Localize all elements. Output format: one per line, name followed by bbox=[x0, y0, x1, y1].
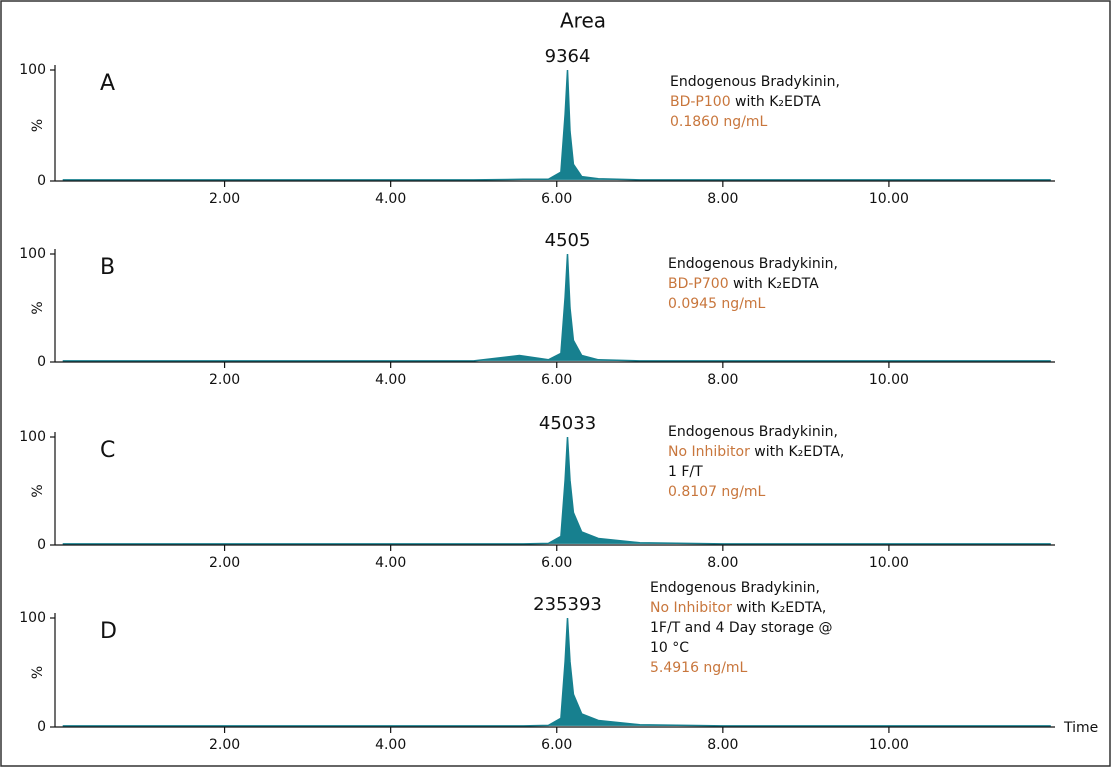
x-tick-label: 4.00 bbox=[375, 372, 406, 388]
y-axis-label: % bbox=[30, 484, 46, 497]
annotation-line: No Inhibitor with K₂EDTA, bbox=[668, 444, 844, 460]
x-tick-label: 2.00 bbox=[209, 737, 240, 753]
annotation-text: Endogenous Bradykinin, bbox=[650, 580, 820, 596]
annotation-line: Endogenous Bradykinin, bbox=[670, 74, 840, 90]
peak-area-label: 9364 bbox=[545, 46, 591, 67]
annotation-text: 0.0945 ng/mL bbox=[668, 296, 766, 312]
y-axis-label: % bbox=[30, 119, 46, 132]
annotation-text: No Inhibitor bbox=[668, 444, 750, 460]
annotation-text: with K₂EDTA, bbox=[732, 600, 827, 616]
y-axis-label: % bbox=[30, 301, 46, 314]
x-tick-label: 2.00 bbox=[209, 372, 240, 388]
panel-label: A bbox=[100, 71, 115, 96]
x-tick-label: 10.00 bbox=[869, 555, 909, 571]
annotation-line: BD-P100 with K₂EDTA bbox=[670, 94, 821, 110]
x-tick-label: 8.00 bbox=[707, 737, 738, 753]
annotation-line: 0.0945 ng/mL bbox=[668, 296, 766, 312]
annotation-line: Endogenous Bradykinin, bbox=[668, 256, 838, 272]
annotation-line: 0.8107 ng/mL bbox=[668, 484, 766, 500]
x-tick-label: 6.00 bbox=[541, 737, 572, 753]
y-tick-label: 0 bbox=[37, 719, 46, 735]
x-tick-label: 4.00 bbox=[375, 737, 406, 753]
annotation-line: 5.4916 ng/mL bbox=[650, 660, 748, 676]
annotation-line: 1 F/T bbox=[668, 464, 703, 480]
panel-label: C bbox=[100, 438, 115, 463]
x-axis-label: Time bbox=[1063, 720, 1098, 736]
y-tick-label: 100 bbox=[19, 610, 46, 626]
annotation-text: 1F/T and 4 Day storage @ bbox=[650, 620, 833, 636]
chromatogram bbox=[62, 617, 1051, 727]
x-tick-label: 8.00 bbox=[707, 555, 738, 571]
annotation-line: Endogenous Bradykinin, bbox=[668, 424, 838, 440]
y-tick-label: 0 bbox=[37, 537, 46, 553]
x-tick-label: 8.00 bbox=[707, 372, 738, 388]
x-tick-label: 8.00 bbox=[707, 191, 738, 207]
y-tick-label: 100 bbox=[19, 246, 46, 262]
annotation-text: with K₂EDTA bbox=[731, 94, 821, 110]
annotation-line: 10 °C bbox=[650, 640, 689, 656]
annotation-line: BD-P700 with K₂EDTA bbox=[668, 276, 819, 292]
panel-label: B bbox=[100, 255, 115, 280]
x-tick-label: 6.00 bbox=[541, 555, 572, 571]
chromatogram bbox=[62, 69, 1051, 181]
annotation-text: 10 °C bbox=[650, 640, 689, 656]
annotation-text: 0.8107 ng/mL bbox=[668, 484, 766, 500]
y-axis-label: % bbox=[30, 666, 46, 679]
y-tick-label: 0 bbox=[37, 354, 46, 370]
annotation-line: No Inhibitor with K₂EDTA, bbox=[650, 600, 826, 616]
annotation-text: with K₂EDTA bbox=[729, 276, 819, 292]
x-tick-label: 6.00 bbox=[541, 372, 572, 388]
x-tick-label: 4.00 bbox=[375, 191, 406, 207]
annotation-text: Endogenous Bradykinin, bbox=[670, 74, 840, 90]
annotation-text: 0.1860 ng/mL bbox=[670, 114, 768, 130]
annotation-line: 1F/T and 4 Day storage @ bbox=[650, 620, 833, 636]
x-tick-label: 4.00 bbox=[375, 555, 406, 571]
annotation-text: with K₂EDTA, bbox=[750, 444, 845, 460]
annotation-line: 0.1860 ng/mL bbox=[670, 114, 768, 130]
y-tick-label: 100 bbox=[19, 429, 46, 445]
annotation-text: 5.4916 ng/mL bbox=[650, 660, 748, 676]
annotation-text: BD-P100 bbox=[670, 94, 731, 110]
annotation-line: Endogenous Bradykinin, bbox=[650, 580, 820, 596]
x-tick-label: 10.00 bbox=[869, 372, 909, 388]
y-tick-label: 0 bbox=[37, 173, 46, 189]
x-tick-label: 2.00 bbox=[209, 555, 240, 571]
annotation-text: 1 F/T bbox=[668, 464, 703, 480]
peak-area-label: 45033 bbox=[539, 413, 596, 434]
annotation-text: Endogenous Bradykinin, bbox=[668, 424, 838, 440]
chart-title: Area bbox=[560, 9, 606, 33]
x-tick-label: 10.00 bbox=[869, 737, 909, 753]
peak-area-label: 4505 bbox=[545, 230, 591, 251]
annotation-text: BD-P700 bbox=[668, 276, 729, 292]
x-tick-label: 2.00 bbox=[209, 191, 240, 207]
annotation-text: Endogenous Bradykinin, bbox=[668, 256, 838, 272]
chromatogram bbox=[62, 436, 1051, 545]
panel-label: D bbox=[100, 619, 117, 644]
y-tick-label: 100 bbox=[19, 62, 46, 78]
x-tick-label: 6.00 bbox=[541, 191, 572, 207]
annotation-text: No Inhibitor bbox=[650, 600, 732, 616]
chromatogram bbox=[62, 253, 1051, 362]
x-tick-label: 10.00 bbox=[869, 191, 909, 207]
peak-area-label: 235393 bbox=[533, 594, 602, 615]
